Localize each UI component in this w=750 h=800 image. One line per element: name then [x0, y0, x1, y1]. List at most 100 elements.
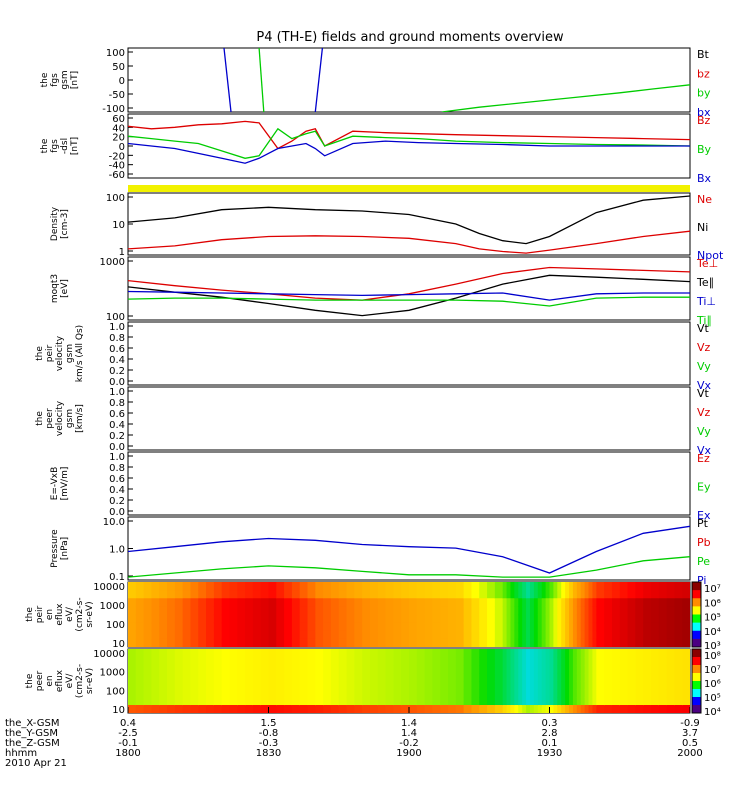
heatmap-cell: [561, 705, 566, 713]
heatmap-cell: [354, 649, 363, 658]
legend-Pi: Pi: [697, 574, 706, 587]
heatmap-cell: [401, 582, 410, 591]
heatmap-cell: [572, 582, 578, 591]
heatmap-cell: [576, 598, 582, 607]
heatmap-cell: [229, 665, 238, 674]
y-tick-label: 40: [112, 123, 125, 134]
heatmap-cell: [494, 649, 504, 658]
heatmap-cell: [537, 622, 543, 632]
heatmap-cell: [424, 598, 434, 607]
y-tick-label: 0.4: [109, 420, 125, 431]
heatmap-cell: [572, 622, 578, 632]
heatmap-cell: [198, 590, 207, 599]
heatmap-cell: [291, 638, 301, 647]
heatmap-cell: [409, 681, 418, 690]
heatmap-cell: [159, 630, 168, 640]
heatmap-cell: [682, 614, 690, 624]
data-layer: [223, 48, 690, 112]
heatmap-cell: [237, 657, 246, 666]
heatmap-cell: [440, 657, 449, 666]
heatmap-cell: [541, 673, 547, 682]
heatmap-cell: [143, 582, 153, 591]
heatmap-cell: [198, 697, 207, 706]
heatmap-cell: [276, 614, 285, 624]
heatmap-cell: [291, 630, 301, 640]
heatmap-cell: [627, 606, 636, 616]
heatmap-cell: [252, 606, 262, 616]
heatmap-cell: [565, 673, 570, 682]
heatmap-cell: [385, 697, 394, 706]
chart-title: P4 (TH-E) fields and ground moments over…: [256, 30, 564, 45]
heatmap-cell: [128, 614, 137, 624]
heatmap-cell: [529, 657, 535, 666]
heatmap-cell: [635, 598, 644, 607]
heatmap-cell: [658, 649, 668, 658]
heatmap-cell: [377, 630, 387, 640]
heatmap-cell: [658, 705, 668, 713]
heatmap-cell: [549, 598, 555, 607]
heatmap-cell: [307, 689, 316, 698]
heatmap-cell: [557, 697, 562, 706]
heatmap-cell: [424, 638, 434, 647]
heatmap-cell: [315, 606, 324, 616]
heatmap-cell: [276, 582, 285, 591]
heatmap-cell: [159, 681, 168, 690]
heatmap-cell: [576, 622, 582, 632]
heatmap-cell: [260, 673, 270, 682]
heatmap-cell: [572, 614, 578, 624]
heatmap-cell: [393, 705, 402, 713]
y-axis-label-line: [cm-3]: [60, 209, 70, 239]
heatmap-cell: [592, 606, 597, 616]
heatmap-cell: [213, 614, 223, 624]
heatmap-cell: [576, 630, 582, 640]
heatmap-cell: [666, 638, 675, 647]
heatmap-cell: [569, 681, 574, 690]
y-axis-label-line: the: [25, 607, 35, 622]
heatmap-cell: [440, 582, 449, 591]
heatmap-cell: [151, 582, 160, 591]
heatmap-cell: [315, 657, 324, 666]
y-axis-label-line: E=-VxB: [50, 467, 60, 501]
heatmap-cell: [569, 665, 574, 674]
heatmap-cell: [561, 649, 566, 658]
heatmap-cell: [557, 705, 562, 713]
heatmap-cell: [565, 649, 570, 658]
heatmap-cell: [198, 649, 207, 658]
y-tick-label: 1000: [100, 257, 125, 268]
heatmap-cell: [643, 638, 652, 647]
heatmap-cell: [260, 689, 270, 698]
heatmap-cell: [276, 689, 285, 698]
colorbar-swatch: [692, 590, 701, 599]
y-tick-label: 1.0: [109, 452, 125, 463]
heatmap-cell: [416, 622, 426, 632]
y-axis-label-line: fgs: [50, 73, 60, 87]
heatmap-cell: [502, 606, 508, 616]
heatmap-cell: [529, 622, 535, 632]
heatmap-cell: [143, 689, 153, 698]
heatmap-cell: [541, 689, 547, 698]
heatmap-cell: [385, 606, 394, 616]
heatmap-cell: [338, 622, 348, 632]
heatmap-cell: [529, 582, 535, 591]
heatmap-cell: [167, 590, 176, 599]
heatmap-cell: [167, 622, 176, 632]
heatmap-cell: [440, 630, 449, 640]
heatmap-cell: [635, 614, 644, 624]
heatmap-cell: [569, 649, 574, 658]
heatmap-cell: [537, 681, 543, 690]
y-tick-label: 0.2: [109, 366, 125, 377]
heatmap-cell: [221, 681, 231, 690]
heatmap-cell: [588, 630, 594, 640]
heatmap-cell: [315, 590, 324, 599]
heatmap-cell: [409, 582, 418, 591]
heatmap-cell: [276, 705, 285, 713]
heatmap-cell: [291, 705, 301, 713]
heatmap-cell: [299, 614, 309, 624]
heatmap-cell: [252, 705, 262, 713]
heatmap-cell: [416, 657, 426, 666]
heatmap-cell: [506, 665, 512, 674]
heatmap-cell: [221, 630, 231, 640]
heatmap-cell: [533, 590, 539, 599]
heatmap-cell: [213, 697, 223, 706]
heatmap-cell: [572, 606, 578, 616]
